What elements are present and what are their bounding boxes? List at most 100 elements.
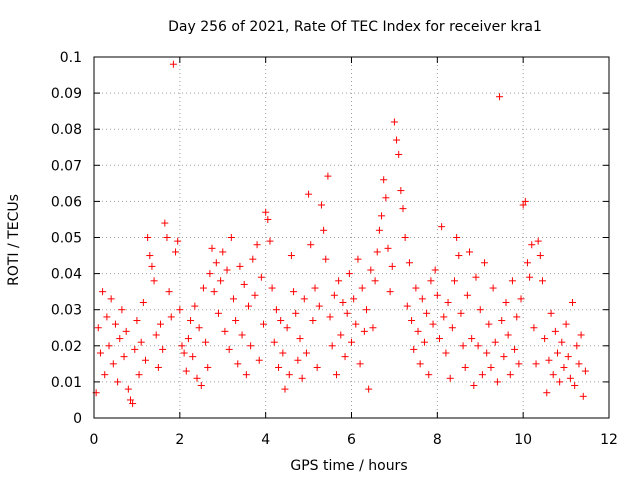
- data-point: [502, 298, 510, 306]
- data-point: [508, 277, 516, 285]
- data-point: [500, 353, 508, 361]
- data-point: [242, 371, 250, 379]
- data-point: [358, 284, 366, 292]
- data-point: [350, 295, 358, 303]
- data-point: [335, 277, 343, 285]
- y-tick-label: 0.05: [51, 231, 82, 247]
- data-point: [322, 255, 330, 263]
- data-point: [217, 277, 225, 285]
- data-point: [99, 288, 107, 296]
- data-point: [438, 223, 446, 231]
- x-tick-label: 8: [433, 432, 442, 448]
- data-point: [197, 382, 205, 390]
- data-point: [114, 378, 122, 386]
- data-point: [187, 317, 195, 325]
- data-point: [184, 335, 192, 343]
- x-tick-label: 6: [347, 432, 356, 448]
- data-point: [120, 353, 128, 361]
- data-point: [356, 360, 364, 368]
- data-point: [384, 244, 392, 252]
- data-point: [414, 327, 422, 335]
- data-point: [444, 298, 452, 306]
- y-tick-label: 0: [73, 411, 82, 427]
- data-point: [554, 349, 561, 357]
- data-point: [543, 389, 551, 397]
- data-point: [227, 234, 235, 241]
- data-point: [457, 309, 465, 317]
- data-point: [195, 324, 203, 332]
- data-point: [229, 295, 237, 303]
- data-point: [397, 187, 405, 195]
- data-point: [236, 262, 244, 270]
- data-point: [423, 309, 431, 317]
- data-point: [416, 360, 424, 368]
- data-point: [395, 150, 403, 158]
- y-tick-label: 0.03: [51, 303, 82, 319]
- y-axis-label: ROTI / TECUs: [6, 194, 22, 286]
- data-point: [541, 335, 549, 343]
- x-tick-label: 2: [175, 432, 184, 448]
- data-point: [313, 363, 321, 371]
- data-point: [159, 345, 167, 353]
- data-point: [448, 324, 456, 332]
- data-point: [425, 371, 433, 379]
- data-point: [165, 288, 173, 296]
- data-point: [489, 284, 497, 292]
- data-point: [363, 306, 371, 314]
- data-point: [371, 277, 379, 285]
- x-tick-label: 4: [261, 432, 270, 448]
- data-point: [339, 298, 347, 306]
- data-point: [315, 302, 323, 310]
- y-tick-label: 0.07: [51, 158, 82, 174]
- data-point: [285, 371, 293, 379]
- data-point: [129, 400, 137, 408]
- data-point: [101, 371, 109, 379]
- data-point: [427, 277, 435, 285]
- data-point: [468, 335, 476, 343]
- data-point: [328, 342, 336, 350]
- data-point: [270, 338, 278, 346]
- data-point: [378, 212, 386, 220]
- data-point: [549, 371, 557, 379]
- data-point: [412, 284, 420, 292]
- data-point: [245, 302, 252, 310]
- data-point: [272, 306, 280, 314]
- data-point: [530, 324, 538, 332]
- data-point: [221, 327, 229, 335]
- data-point: [163, 234, 171, 241]
- data-point: [393, 136, 401, 144]
- data-point: [103, 313, 111, 321]
- data-point: [214, 309, 222, 317]
- data-point: [341, 353, 349, 361]
- data-point: [330, 291, 338, 299]
- data-point: [169, 60, 177, 68]
- data-points: [92, 60, 589, 408]
- data-point: [442, 349, 450, 357]
- data-point: [504, 331, 512, 339]
- data-point: [528, 241, 536, 249]
- data-point: [249, 255, 257, 263]
- y-tick-label: 0.06: [51, 194, 82, 210]
- axis-ticks: [93, 56, 610, 419]
- data-point: [337, 331, 345, 339]
- data-point: [511, 345, 519, 353]
- data-point: [575, 360, 583, 368]
- data-point: [455, 252, 463, 260]
- data-point: [451, 277, 458, 285]
- data-point: [311, 284, 319, 292]
- data-point: [232, 317, 240, 325]
- data-point: [109, 360, 117, 368]
- data-point: [142, 356, 149, 364]
- x-tick-label: 0: [90, 432, 99, 448]
- data-point: [266, 237, 274, 245]
- grid-lines: [94, 57, 609, 418]
- data-point: [498, 317, 506, 325]
- data-point: [287, 252, 295, 260]
- data-point: [180, 349, 188, 357]
- data-point: [390, 118, 398, 126]
- data-point: [118, 306, 126, 314]
- data-point: [354, 255, 362, 263]
- data-point: [255, 356, 263, 364]
- data-point: [161, 219, 169, 227]
- data-point: [238, 331, 246, 339]
